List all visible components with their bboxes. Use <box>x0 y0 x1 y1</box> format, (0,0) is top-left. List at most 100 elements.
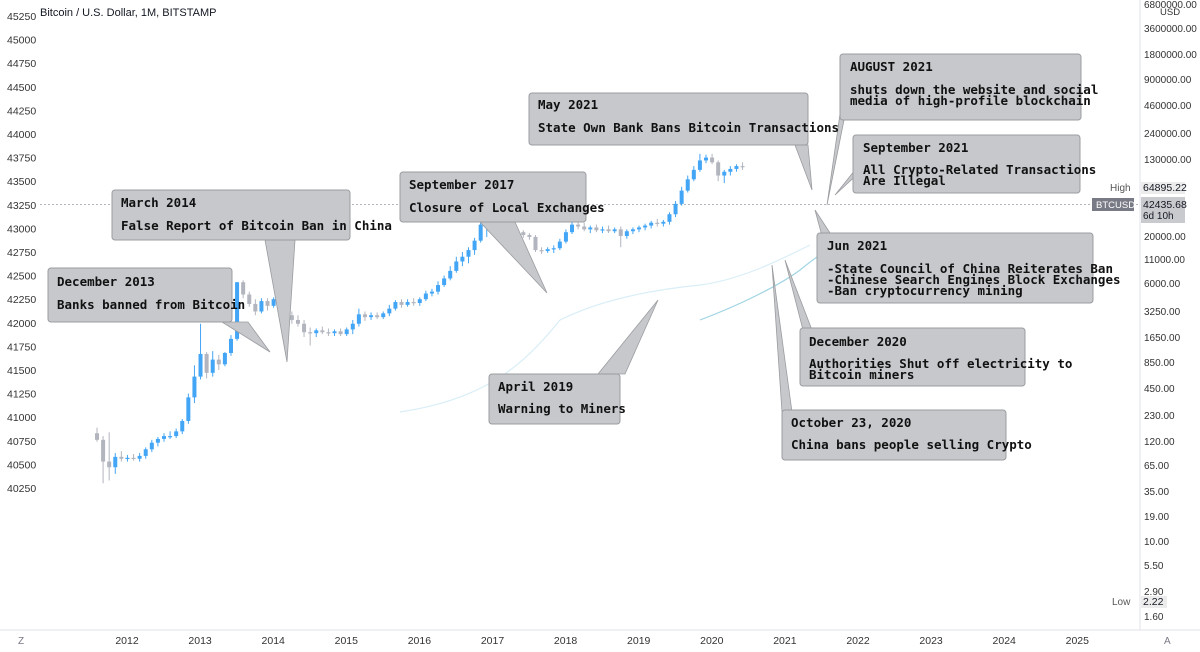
candle-body <box>247 294 252 304</box>
candle <box>314 328 319 337</box>
left-axis-tick: 42250 <box>7 294 36 306</box>
right-axis-tick: 5.50 <box>1144 561 1164 572</box>
candle-body <box>417 299 422 303</box>
candle <box>369 312 374 320</box>
candle-body <box>643 225 648 228</box>
candle <box>308 327 313 346</box>
candle-body <box>125 457 130 459</box>
candle-body <box>131 457 136 459</box>
candle <box>399 299 404 308</box>
left-axis-tick: 42000 <box>7 318 36 330</box>
candle <box>557 238 562 251</box>
candle-body <box>478 224 483 241</box>
left-axis-tick: 41000 <box>7 412 36 424</box>
candle <box>679 186 684 206</box>
candle <box>149 439 154 453</box>
candle-body <box>533 236 538 251</box>
right-axis-tick: 3250.00 <box>1144 307 1181 318</box>
annotation-dec-2013: December 2013 Banks banned from Bitcoin <box>47 267 245 323</box>
zoom-reset-button[interactable]: Z <box>18 636 24 647</box>
right-axis-tick: 1650.00 <box>1144 333 1181 344</box>
candle <box>119 451 124 462</box>
annotation-title: March 2014 <box>121 195 196 210</box>
candle-body <box>472 240 477 251</box>
candle-body <box>216 359 221 365</box>
candle <box>326 328 331 337</box>
left-axis-tick: 43000 <box>7 223 36 235</box>
candle <box>168 431 173 439</box>
candle <box>429 288 434 297</box>
candle <box>222 352 227 367</box>
candle <box>356 308 361 327</box>
candle-body <box>161 436 166 439</box>
candle-body <box>551 248 556 250</box>
candle <box>259 298 264 314</box>
left-axis-tick: 44750 <box>7 58 36 70</box>
annotation-line: China bans people selling Crypto <box>791 437 1032 452</box>
candle-body <box>576 224 581 227</box>
candle-body <box>155 438 160 443</box>
right-axis-tick: 20000.00 <box>1144 232 1186 243</box>
candle <box>521 230 526 238</box>
candle <box>624 229 629 239</box>
candle-body <box>101 439 106 462</box>
candle-body <box>667 214 672 222</box>
candle <box>338 328 343 337</box>
annotation-title: September 2021 <box>863 140 968 155</box>
candle <box>722 169 727 184</box>
candle <box>405 299 410 307</box>
candle <box>271 297 276 308</box>
candle-body <box>606 229 611 232</box>
left-axis-tick: 43750 <box>7 153 36 165</box>
countdown: 6d 10h <box>1143 211 1174 222</box>
candle-body <box>253 303 258 312</box>
candle <box>125 454 130 462</box>
candle-body <box>570 224 575 233</box>
annotation-title: December 2013 <box>57 274 155 289</box>
candle <box>618 226 623 248</box>
annotation-line: Warning to Miners <box>498 401 626 416</box>
candle <box>685 175 690 193</box>
annotation-line: Are Illegal <box>863 173 946 188</box>
high-value-badge <box>1141 182 1185 194</box>
candle-body <box>521 232 526 236</box>
right-axis-tick: 460000.00 <box>1144 101 1192 112</box>
annotation-oct-2020: October 23, 2020 China bans people selli… <box>781 409 1032 461</box>
time-axis-tick: 2014 <box>262 635 286 647</box>
candle <box>186 393 191 424</box>
candle <box>137 453 142 462</box>
right-axis-tick: 230.00 <box>1144 411 1175 422</box>
left-axis-tick: 44000 <box>7 129 36 141</box>
annotation-line: -Ban cryptocurrency mining <box>827 283 1023 298</box>
candle-body <box>728 168 733 172</box>
candle <box>436 281 441 295</box>
annotation-line: -State Council of China Reiterates Ban <box>827 261 1113 276</box>
annotation-title: December 2020 <box>809 334 907 349</box>
annotation-dec-2020: December 2020 Authorities Shut off elect… <box>799 327 1072 387</box>
candle-body <box>697 160 702 170</box>
candle-body <box>704 157 708 161</box>
annotations: December 2013 Banks banned from Bitcoin … <box>47 53 1121 461</box>
candle-body <box>612 229 617 232</box>
right-axis: 6800000.00 3600000.00 1800000.00 900000.00 4… <box>1144 0 1197 623</box>
time-axis-tick: 2017 <box>481 635 505 647</box>
candle-body <box>448 270 453 279</box>
annotation-line: -Chinese Search Engines Block Exchanges <box>827 272 1121 287</box>
candle-body <box>618 229 623 236</box>
time-axis-tick: 2019 <box>627 635 651 647</box>
candle-body <box>691 169 696 180</box>
candle-body <box>326 332 331 334</box>
candle-body <box>710 157 715 163</box>
annotation-line: media of high-profile blockchain <box>850 93 1091 108</box>
candle-body <box>259 301 264 312</box>
right-axis-tick: 850.00 <box>1144 358 1175 369</box>
pointer-dec-2013 <box>220 321 271 353</box>
candle <box>302 319 307 337</box>
candle <box>362 311 367 321</box>
auto-scale-button[interactable]: A <box>1164 636 1171 647</box>
right-axis-tick: 35.00 <box>1144 487 1169 498</box>
right-axis-tick: 11000.00 <box>1144 255 1185 266</box>
candle <box>594 224 599 233</box>
candle-body <box>600 229 605 231</box>
candle <box>161 433 166 442</box>
